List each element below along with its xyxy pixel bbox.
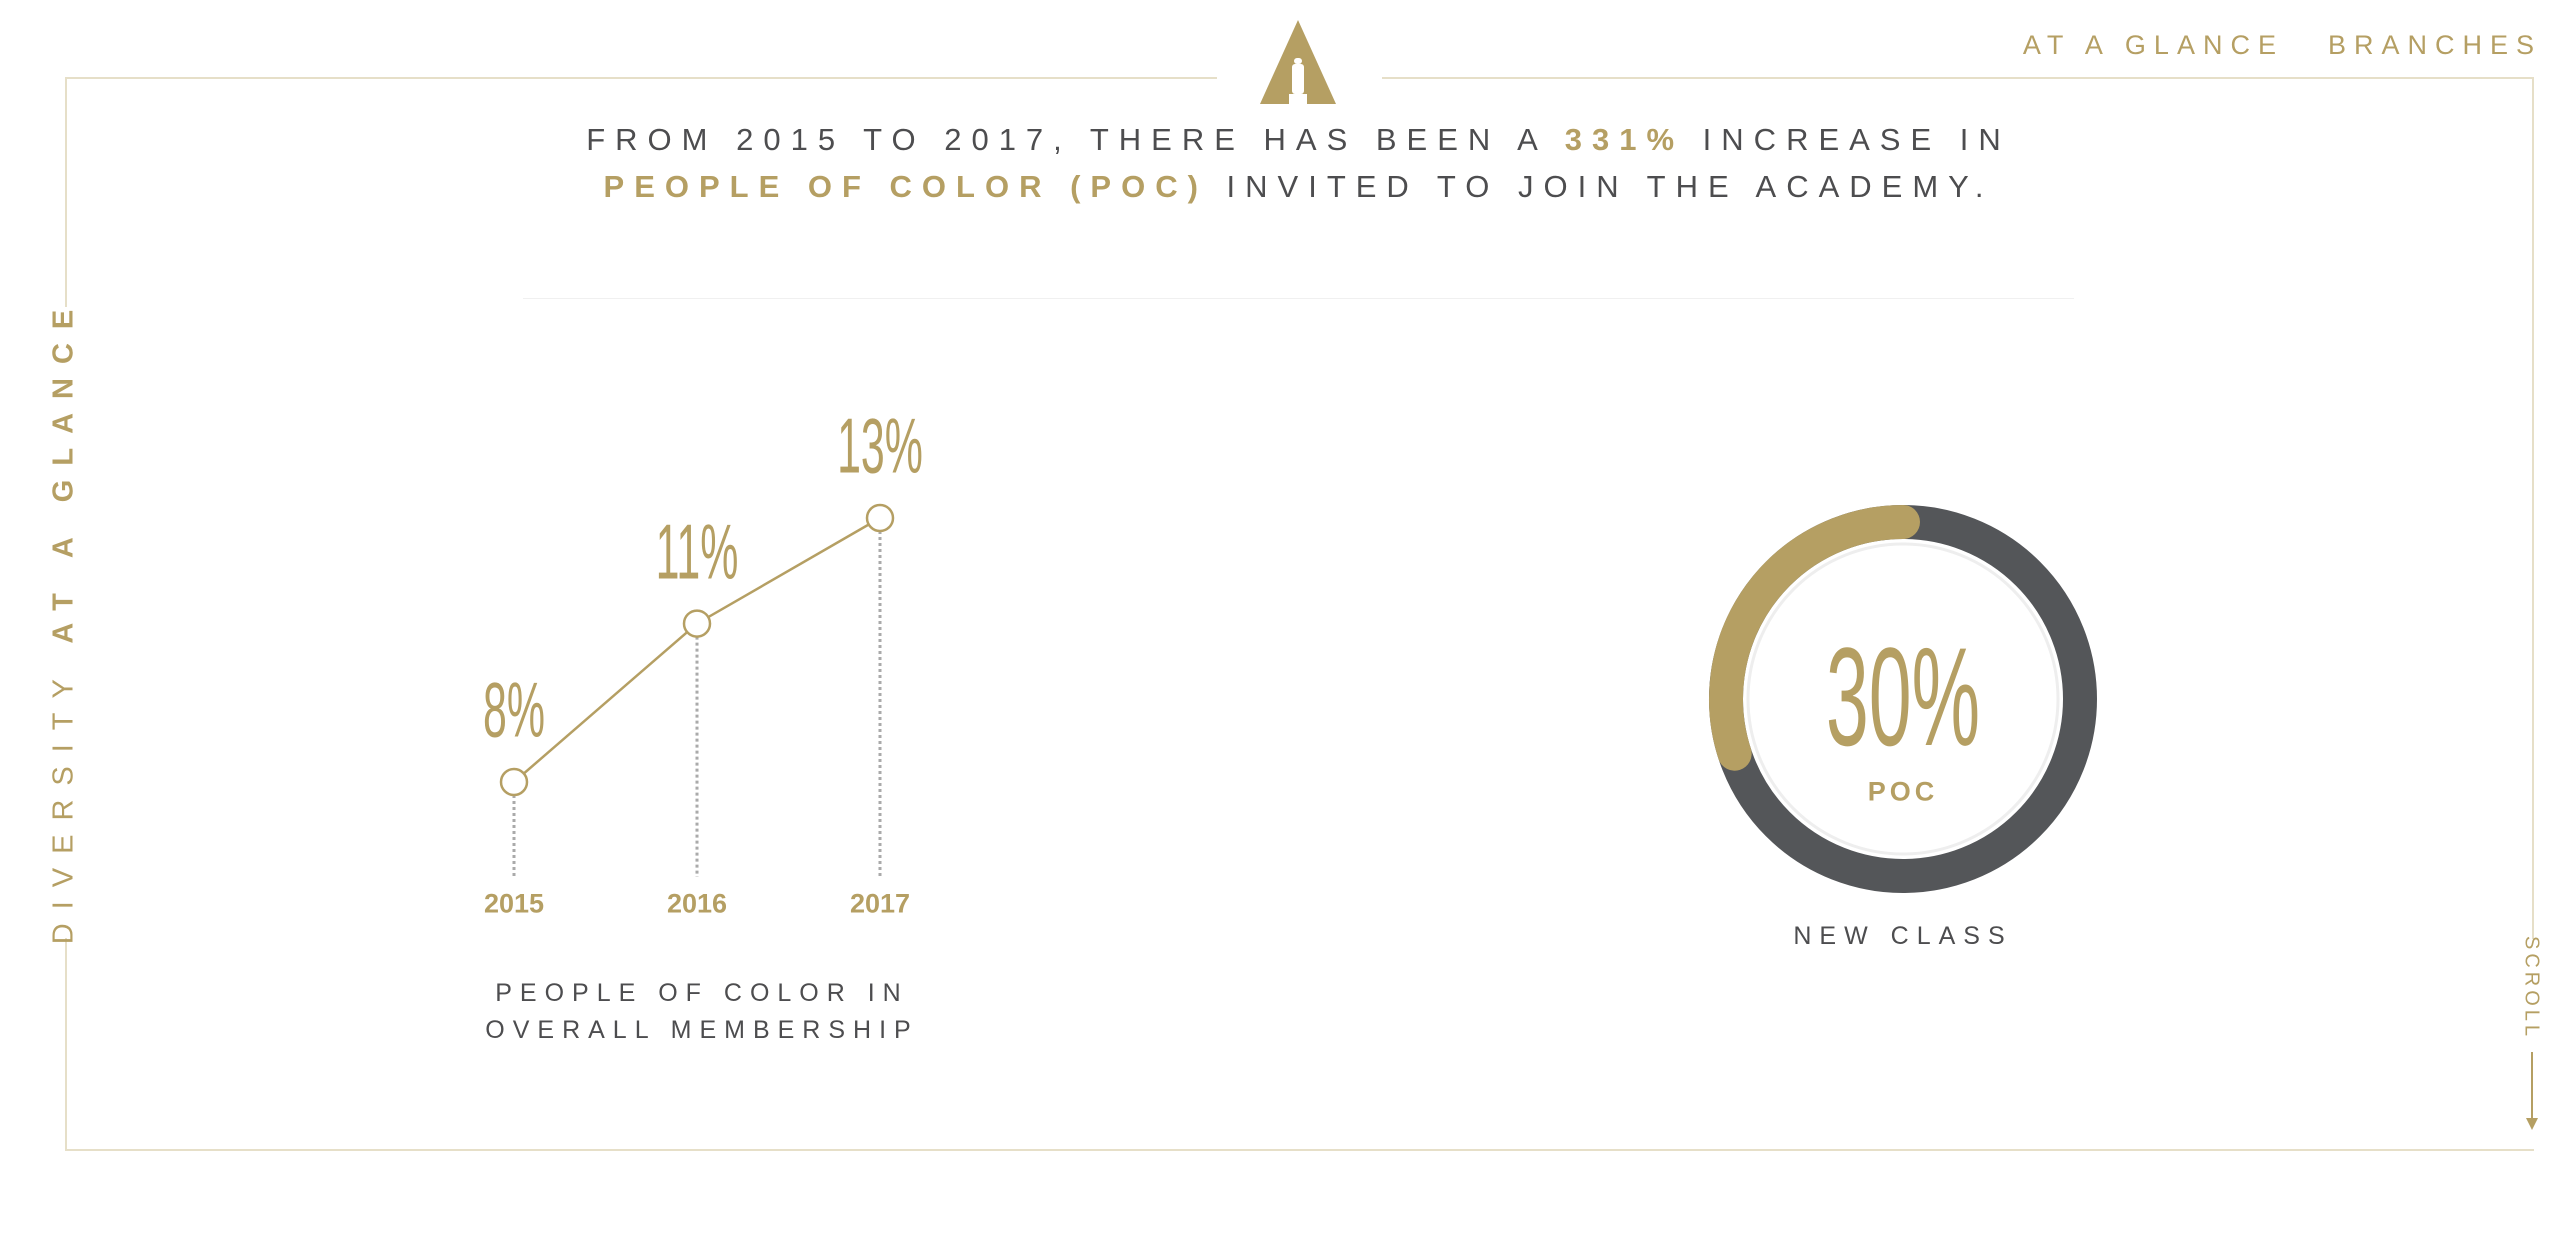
headline-highlight-percent: 331% [1564, 122, 1685, 157]
donut-caption: NEW CLASS [1793, 922, 2013, 950]
donut-chart [1709, 505, 2097, 893]
frame-right [2532, 77, 2534, 939]
oscar-logo[interactable] [1260, 20, 1336, 106]
x-tick-label: 2016 [666, 888, 728, 919]
data-label: 11% [655, 507, 739, 596]
x-tick-label: 2015 [483, 888, 545, 919]
x-tick-label: 2017 [849, 888, 911, 919]
headline: FROM 2015 TO 2017, THERE HAS BEEN A 331%… [523, 116, 2074, 210]
caption-line: OVERALL MEMBERSHIP [485, 1016, 919, 1044]
donut-value-arc [1709, 505, 1920, 771]
donut-center-sublabel: POC [1867, 776, 1939, 807]
caption-line: PEOPLE OF COLOR IN [495, 979, 909, 1007]
divider [523, 298, 2074, 299]
donut-inner-ring [1746, 542, 2060, 856]
frame-top-left [65, 77, 1217, 79]
headline-text: INVITED TO JOIN THE ACADEMY. [1207, 169, 1994, 204]
donut-center-value: 30% [1825, 618, 1981, 775]
frame-top-right [1382, 77, 2534, 79]
scroll-label[interactable]: SCROLL [2520, 935, 2543, 1041]
headline-text: FROM 2015 TO 2017, THERE HAS BEEN A [586, 122, 1565, 157]
frame-bottom [65, 1149, 2534, 1151]
data-label: 13% [837, 401, 923, 490]
data-point [865, 503, 895, 533]
data-label: 8% [482, 665, 546, 754]
nav-at-a-glance[interactable]: AT A GLANCE [2022, 30, 2284, 60]
nav-branches[interactable]: BRANCHES [2327, 30, 2542, 60]
scroll-arrow-icon[interactable] [2522, 1052, 2542, 1132]
top-nav: AT A GLANCE BRANCHES [2023, 30, 2542, 61]
headline-highlight-poc: PEOPLE OF COLOR (POC) [603, 169, 1208, 204]
frame-left-lower [65, 938, 67, 1150]
headline-text: INCREASE IN [1684, 122, 2011, 157]
line-chart-caption: PEOPLE OF COLOR IN OVERALL MEMBERSHIP [485, 975, 918, 1049]
data-point [499, 767, 529, 797]
data-point [682, 609, 712, 638]
frame-left-upper [65, 77, 67, 307]
